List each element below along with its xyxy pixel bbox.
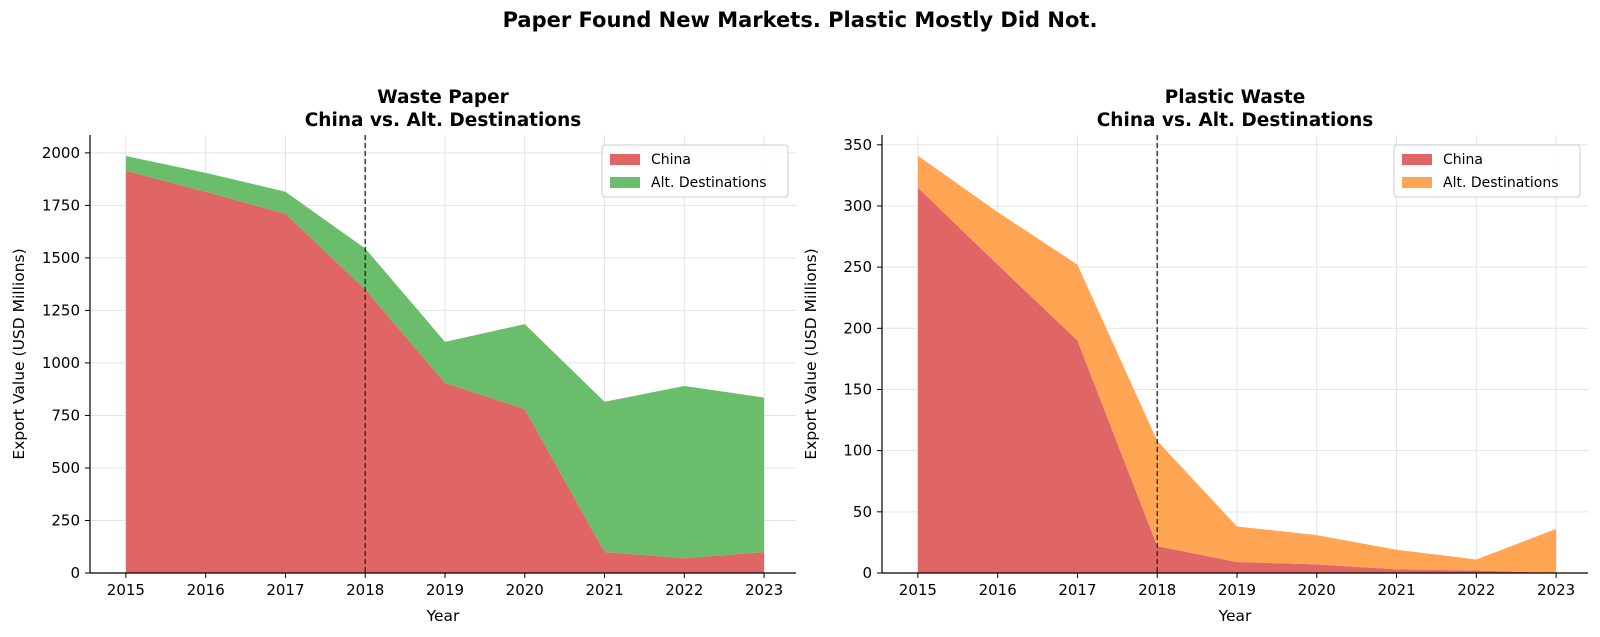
- y-tick-label: 750: [51, 406, 80, 424]
- legend-label: Alt. Destinations: [1443, 175, 1559, 191]
- panel-title: Plastic Waste China vs. Alt. Destinations: [1097, 87, 1374, 131]
- y-tick-label: 350: [843, 136, 872, 154]
- x-tick-label: 2019: [1218, 581, 1256, 599]
- panel-waste-paper: 2015 2016 2017 2018 2019 2020 2021 2022 2023 0 250…: [10, 87, 796, 625]
- y-tick-label: 250: [51, 511, 80, 529]
- panel-plastic-waste: 2015 2016 2017 2018 2019 2020 2021 2022 2023 0 50 1…: [802, 87, 1588, 625]
- legend-box: [601, 144, 789, 198]
- x-tick-label: 2016: [979, 581, 1017, 599]
- area-series-china: [125, 170, 765, 574]
- x-tick-label: 2022: [665, 581, 703, 599]
- y-tick-label: 0: [862, 564, 872, 582]
- legend-box: [1393, 144, 1581, 198]
- legend-label: China: [651, 152, 691, 168]
- x-tick-label: 2018: [1138, 581, 1176, 599]
- y-tick-label: 250: [843, 258, 872, 276]
- panel-title: Waste Paper China vs. Alt. Destinations: [305, 87, 582, 131]
- y-tick-label: 1750: [42, 196, 80, 214]
- x-tick-label: 2015: [899, 581, 937, 599]
- x-tick-label: 2016: [187, 581, 225, 599]
- legend-swatch: [610, 177, 640, 188]
- panel-title-line: China vs. Alt. Destinations: [305, 110, 582, 131]
- figure-title: Paper Found New Markets. Plastic Mostly …: [502, 8, 1098, 32]
- x-axis-label: Year: [426, 607, 460, 625]
- x-tick-label: 2017: [266, 581, 304, 599]
- x-tick-label: 2020: [506, 581, 544, 599]
- y-tick-label: 500: [51, 459, 80, 477]
- legend-swatch: [610, 154, 640, 165]
- legend-label: Alt. Destinations: [651, 175, 767, 191]
- x-tick-label: 2015: [107, 581, 145, 599]
- x-tick-label: 2019: [426, 581, 464, 599]
- panel-title-line: Waste Paper: [377, 87, 509, 108]
- y-axis-label: Export Value (USD Millions): [802, 248, 820, 459]
- y-tick-label: 2000: [42, 144, 80, 162]
- panel-title-line: Plastic Waste: [1165, 87, 1306, 108]
- y-tick-label: 200: [843, 319, 872, 337]
- x-tick-label: 2022: [1457, 581, 1495, 599]
- y-tick-label: 1000: [42, 354, 80, 372]
- x-axis-label: Year: [1218, 607, 1252, 625]
- y-tick-label: 0: [70, 564, 80, 582]
- x-tick-label: 2018: [346, 581, 384, 599]
- area-series-alt-destinations: [125, 156, 765, 559]
- legend-label: China: [1443, 152, 1483, 168]
- y-tick-label: 50: [853, 503, 872, 521]
- y-tick-label: 300: [843, 197, 872, 215]
- legend-swatch: [1402, 154, 1432, 165]
- x-tick-label: 2021: [1377, 581, 1415, 599]
- y-tick-label: 1500: [42, 249, 80, 267]
- y-tick-label: 1250: [42, 301, 80, 319]
- x-tick-label: 2023: [745, 581, 783, 599]
- x-tick-label: 2021: [585, 581, 623, 599]
- x-tick-label: 2017: [1058, 581, 1096, 599]
- x-tick-label: 2023: [1537, 581, 1575, 599]
- y-axis-label: Export Value (USD Millions): [10, 248, 28, 459]
- y-tick-label: 100: [843, 442, 872, 460]
- panel-title-line: China vs. Alt. Destinations: [1097, 110, 1374, 131]
- legend-swatch: [1402, 177, 1432, 188]
- area-series-china: [917, 187, 1557, 573]
- x-tick-label: 2020: [1298, 581, 1336, 599]
- y-tick-label: 150: [843, 380, 872, 398]
